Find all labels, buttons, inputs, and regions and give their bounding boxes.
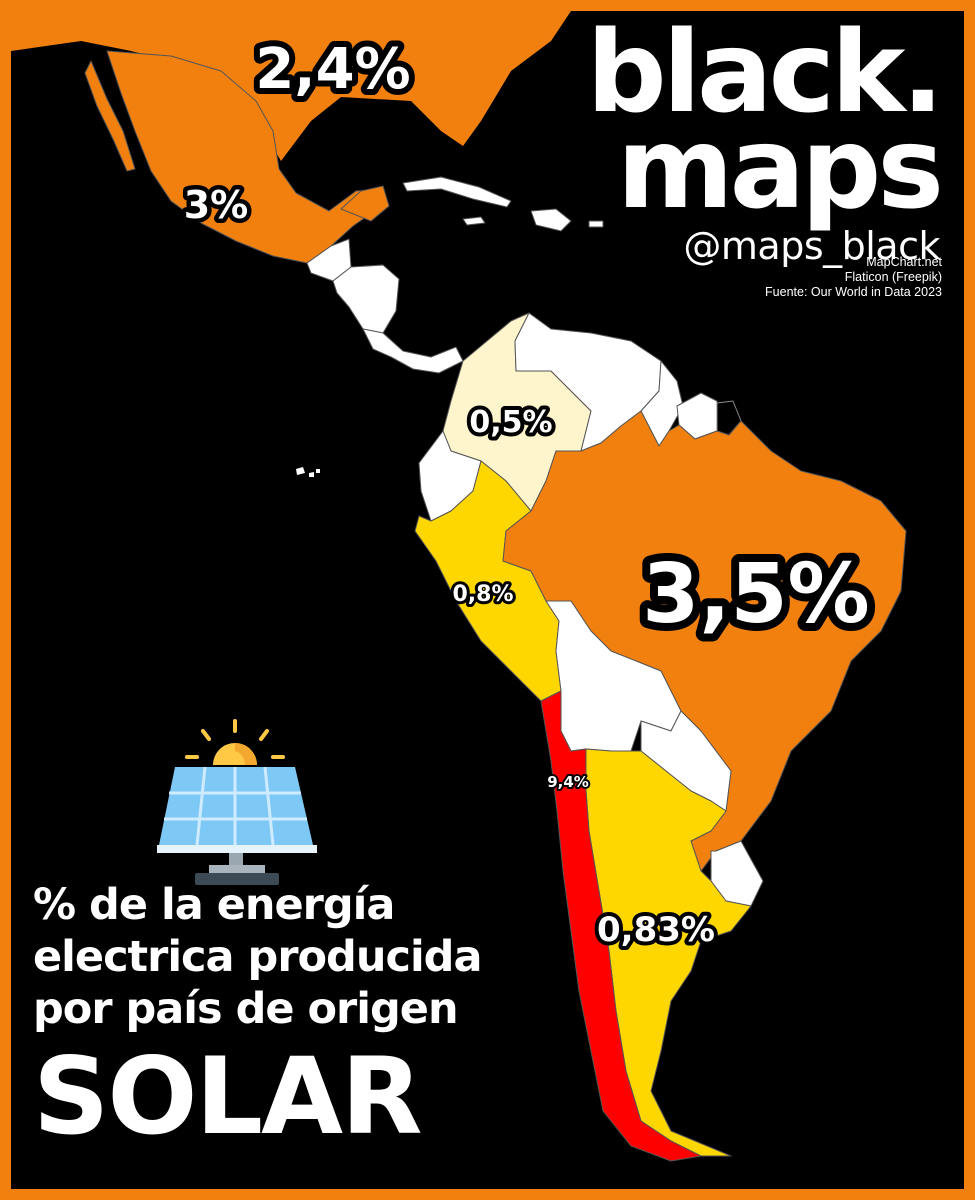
label-brazil: 3,5% bbox=[642, 547, 869, 642]
region-puerto-rico bbox=[588, 220, 604, 228]
region-hispaniola bbox=[530, 208, 572, 232]
title-line-3: por país de origen bbox=[33, 984, 459, 1034]
region-panama bbox=[362, 328, 464, 374]
credit-flaticon: Flaticon (Freepik) bbox=[844, 270, 942, 284]
label-chile: 9,4% bbox=[547, 773, 589, 791]
region-usa bbox=[11, 11, 571, 161]
map: 2,4% 3% 0,5% 3,5% 0,8% 9,4% 0,83% bbox=[11, 11, 907, 1162]
label-peru: 0,8% bbox=[452, 582, 513, 607]
region-jamaica bbox=[462, 216, 486, 226]
title-block: % de la energía electrica producida por … bbox=[33, 879, 482, 1158]
credit-mapchart: MapChart.net bbox=[866, 255, 942, 269]
label-argentina: 0,83% bbox=[597, 910, 715, 950]
region-galapagos bbox=[296, 467, 320, 477]
credit-source: Fuente: Our World in Data 2023 bbox=[765, 285, 942, 299]
label-mexico: 3% bbox=[184, 183, 249, 227]
brand-handle: @maps_black bbox=[683, 223, 940, 268]
brand-block: black. maps @maps_black bbox=[586, 8, 944, 268]
credits: MapChart.net Flaticon (Freepik) Fuente: … bbox=[765, 255, 942, 300]
title-line-1: % de la energía bbox=[33, 880, 395, 930]
region-cuba bbox=[402, 176, 512, 208]
region-chile bbox=[540, 690, 702, 1162]
label-colombia: 0,5% bbox=[469, 405, 552, 440]
label-usa: 2,4% bbox=[255, 37, 410, 102]
brand-line-2: maps bbox=[616, 104, 944, 235]
region-yucatan bbox=[340, 185, 390, 222]
title-energy-source: SOLAR bbox=[33, 1035, 423, 1158]
title-line-2: electrica producida bbox=[33, 932, 482, 982]
solar-panel-icon bbox=[157, 719, 317, 885]
brand-line-1: black. bbox=[586, 8, 944, 138]
region-central-america bbox=[332, 264, 400, 334]
region-baja bbox=[84, 60, 136, 172]
